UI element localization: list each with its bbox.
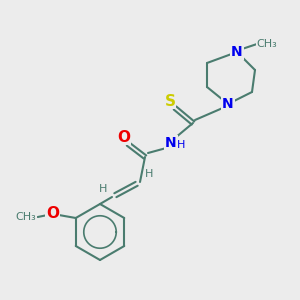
Text: H: H: [145, 169, 153, 179]
Text: N: N: [231, 45, 243, 59]
Text: S: S: [164, 94, 175, 109]
Text: CH₃: CH₃: [15, 212, 36, 222]
Text: CH₃: CH₃: [256, 39, 278, 49]
Text: O: O: [46, 206, 59, 221]
Text: O: O: [118, 130, 130, 145]
Text: H: H: [99, 184, 107, 194]
Text: N: N: [165, 136, 177, 150]
Text: H: H: [177, 140, 185, 150]
Text: N: N: [222, 97, 234, 111]
